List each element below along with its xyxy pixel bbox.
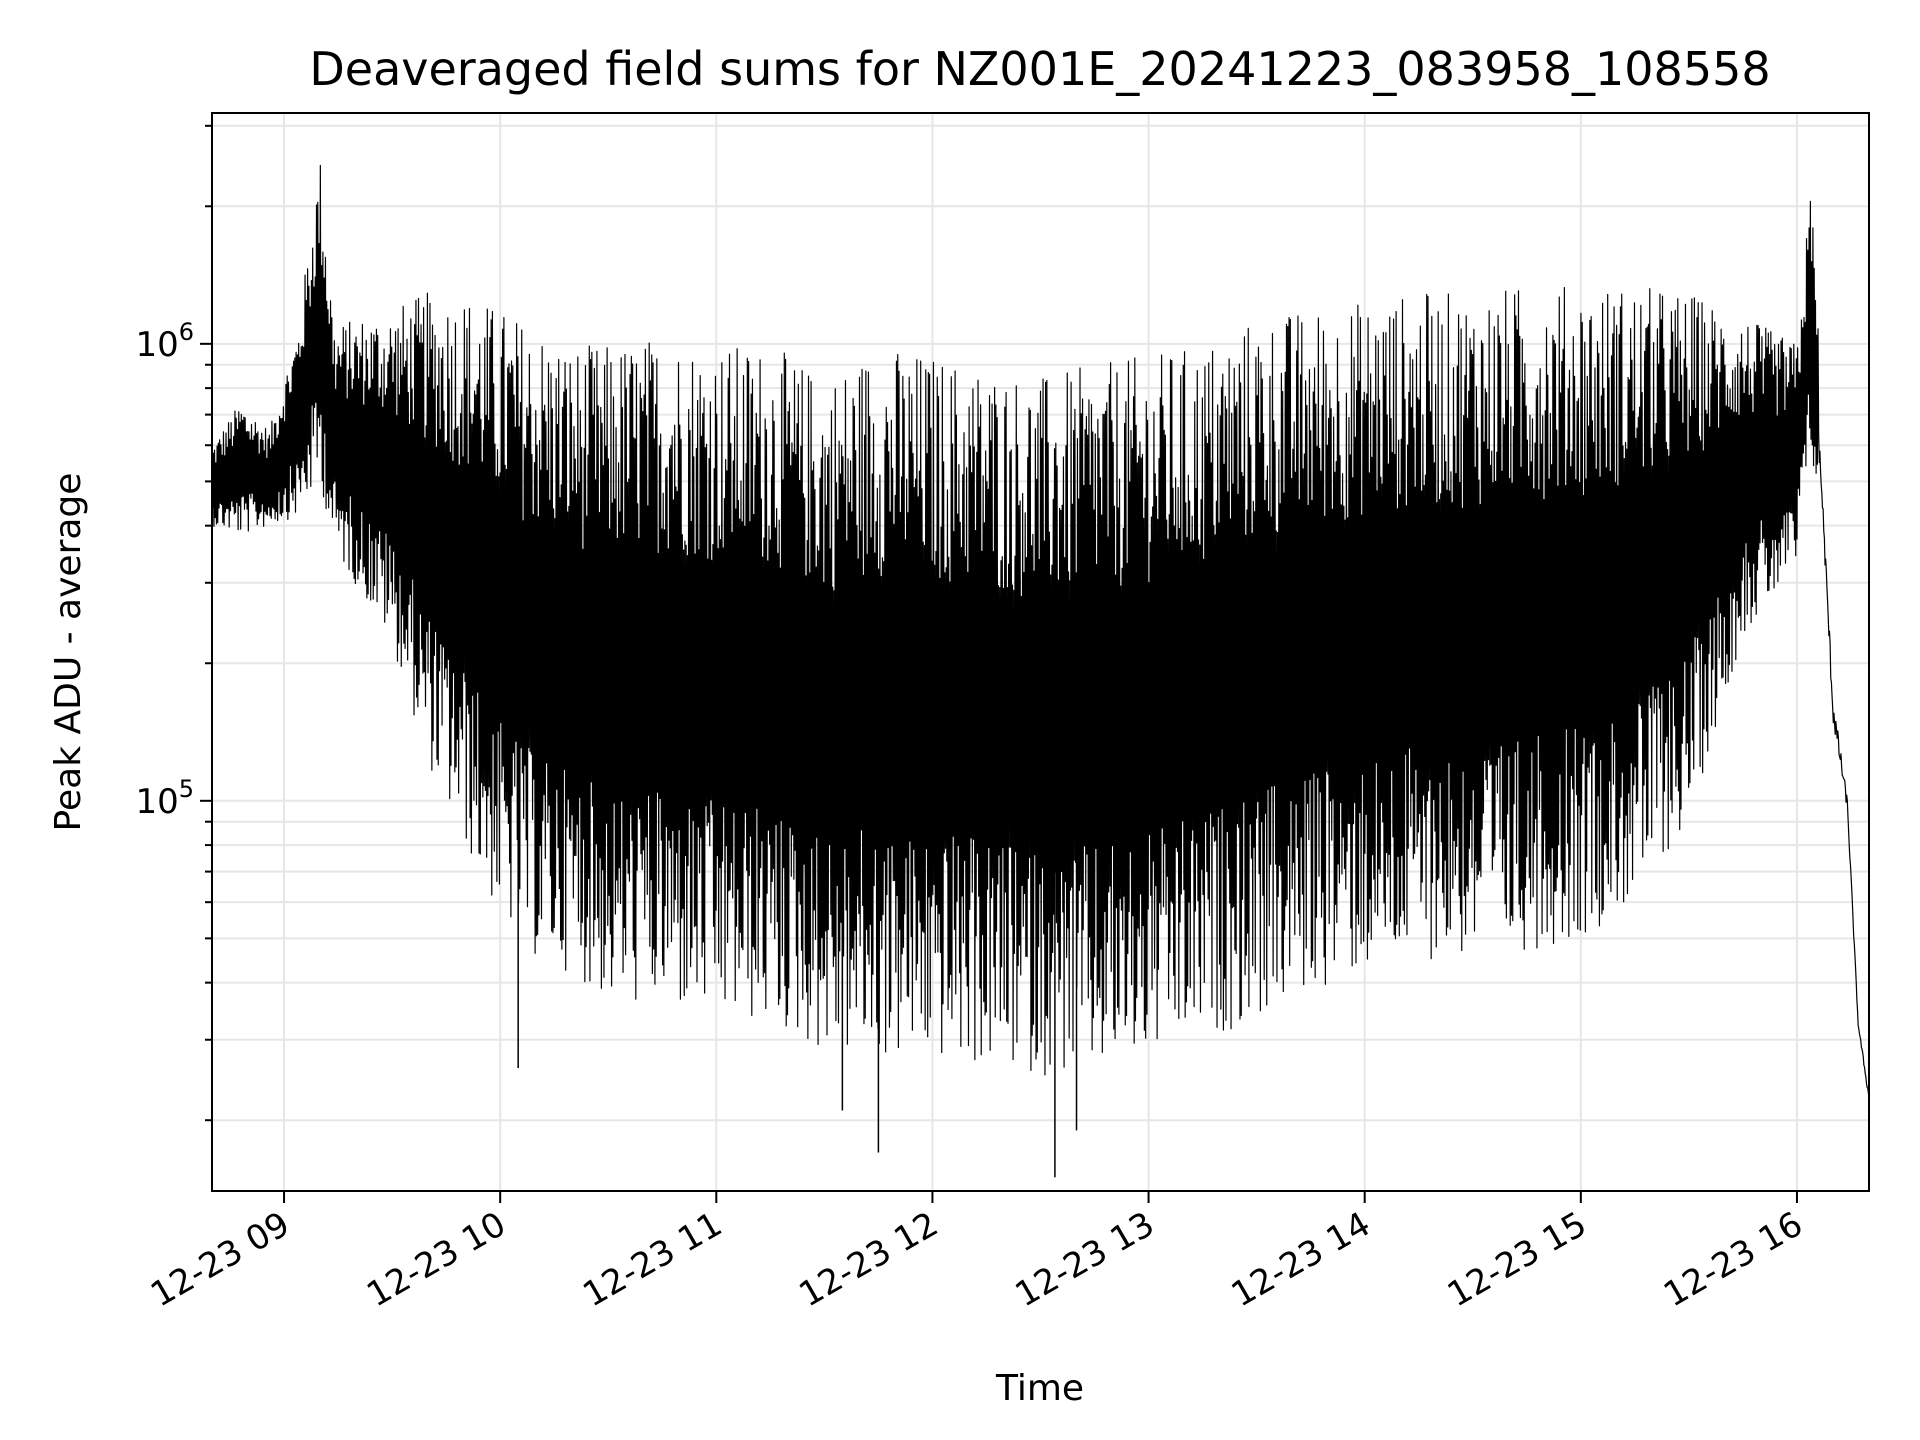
y-tick-label: 105	[135, 775, 194, 822]
chart-title: Deaveraged field sums for NZ001E_2024122…	[309, 42, 1770, 96]
plot-frame	[211, 112, 1870, 1192]
series-layer	[212, 164, 1869, 1178]
y-tick-label: 106	[135, 318, 194, 365]
y-axis: 105 106	[135, 124, 212, 1122]
series-line	[212, 164, 1869, 1100]
y-axis-label: Peak ADU - average	[48, 473, 89, 832]
x-axis-label: Time	[995, 1368, 1084, 1409]
